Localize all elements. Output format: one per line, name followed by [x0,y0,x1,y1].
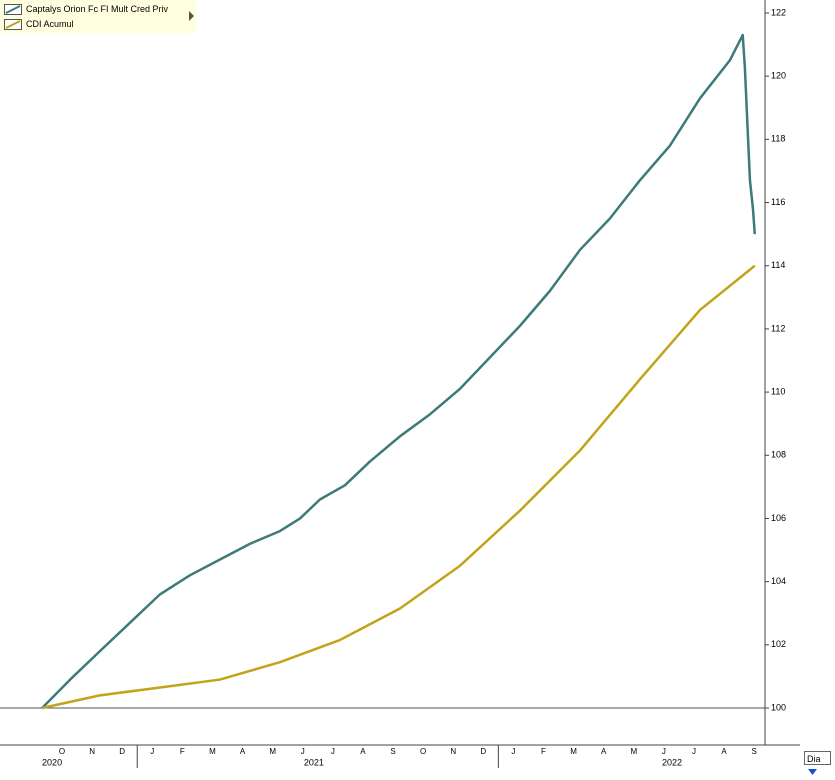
x-tick-label: A [721,747,727,756]
year-label: 2021 [304,757,324,767]
y-tick-label: 102 [771,639,786,649]
x-tick-label: J [692,747,696,756]
y-tick-label: 104 [771,576,786,586]
x-tick-label: O [420,747,426,756]
x-tick-label: N [450,747,456,756]
x-tick-label: D [480,747,486,756]
legend-entry: Captalys Orion Fc FI Mult Cred Priv [4,2,168,16]
legend-icon [4,4,22,16]
series-line [41,264,756,710]
x-tick-label: S [751,747,756,756]
x-tick-label: N [89,747,95,756]
x-tick-label: A [240,747,246,756]
y-tick-label: 116 [771,197,785,207]
y-tick-label: 100 [771,702,786,712]
x-tick-label: J [662,747,666,756]
x-tick-label: J [301,747,305,756]
series-line [41,33,757,709]
y-tick-label: 118 [771,134,785,144]
y-tick-label: 122 [771,7,786,17]
x-tick-label: F [180,747,185,756]
y-tick-label: 120 [771,71,786,81]
x-tick-label: M [570,747,577,756]
x-tick-label: J [511,747,515,756]
y-tick-label: 106 [771,513,786,523]
y-tick-label: 110 [771,386,785,396]
legend-entry: CDI Acumul [4,17,74,31]
legend-arrow[interactable] [189,11,195,21]
year-label: 2020 [42,757,62,767]
legend-label: CDI Acumul [26,19,74,29]
x-tick-label: O [59,747,65,756]
legend-icon [4,19,22,31]
x-tick-label: J [150,747,154,756]
x-tick-label: S [390,747,395,756]
y-tick-label: 108 [771,450,786,460]
x-tick-label: M [630,747,637,756]
dropdown-arrow [808,769,817,775]
period-dropdown[interactable]: Dia [804,751,831,775]
x-tick-label: A [601,747,607,756]
year-label: 2022 [662,757,682,767]
x-tick-label: J [331,747,335,756]
x-tick-label: A [360,747,366,756]
x-tick-label: D [119,747,125,756]
period-label: Dia [807,754,821,764]
legend-label: Captalys Orion Fc FI Mult Cred Priv [26,4,169,14]
y-tick-label: 112 [771,323,785,333]
y-tick-label: 114 [771,260,785,270]
x-tick-label: M [209,747,216,756]
x-tick-label: M [269,747,276,756]
x-tick-label: F [541,747,546,756]
legend: Captalys Orion Fc FI Mult Cred Priv CDI … [0,0,196,33]
